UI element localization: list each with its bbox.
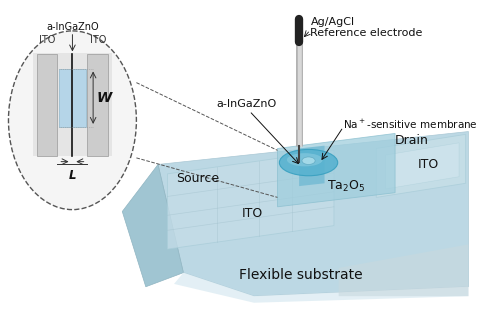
Text: Ta$_2$O$_5$: Ta$_2$O$_5$ bbox=[327, 178, 365, 194]
Text: Ag/AgCl: Ag/AgCl bbox=[310, 17, 354, 27]
Polygon shape bbox=[299, 146, 324, 186]
Polygon shape bbox=[168, 150, 334, 249]
Text: Na$^+$-sensitive membrane: Na$^+$-sensitive membrane bbox=[344, 117, 478, 130]
FancyBboxPatch shape bbox=[60, 69, 86, 127]
FancyBboxPatch shape bbox=[88, 54, 108, 156]
Text: a-InGaZnO: a-InGaZnO bbox=[46, 22, 98, 32]
Ellipse shape bbox=[8, 31, 136, 210]
Text: ITO: ITO bbox=[418, 158, 438, 171]
Polygon shape bbox=[376, 134, 466, 197]
Polygon shape bbox=[278, 134, 395, 207]
Text: W: W bbox=[97, 91, 112, 105]
Text: L: L bbox=[68, 169, 76, 182]
Text: ITO: ITO bbox=[90, 35, 106, 45]
FancyBboxPatch shape bbox=[36, 54, 58, 156]
FancyBboxPatch shape bbox=[33, 52, 112, 156]
Polygon shape bbox=[158, 132, 468, 296]
Polygon shape bbox=[386, 143, 459, 189]
Text: Source: Source bbox=[176, 172, 219, 185]
Text: a-InGaZnO: a-InGaZnO bbox=[216, 99, 276, 109]
Text: ITO: ITO bbox=[242, 207, 262, 220]
Text: Drain: Drain bbox=[395, 134, 429, 147]
Ellipse shape bbox=[287, 153, 322, 166]
Polygon shape bbox=[174, 273, 469, 303]
Text: Reference electrode: Reference electrode bbox=[310, 28, 423, 38]
Ellipse shape bbox=[280, 149, 338, 176]
Text: Flexible substrate: Flexible substrate bbox=[239, 268, 363, 282]
Text: ITO: ITO bbox=[39, 35, 55, 45]
Polygon shape bbox=[338, 244, 468, 296]
Ellipse shape bbox=[302, 157, 315, 164]
Polygon shape bbox=[122, 164, 184, 287]
